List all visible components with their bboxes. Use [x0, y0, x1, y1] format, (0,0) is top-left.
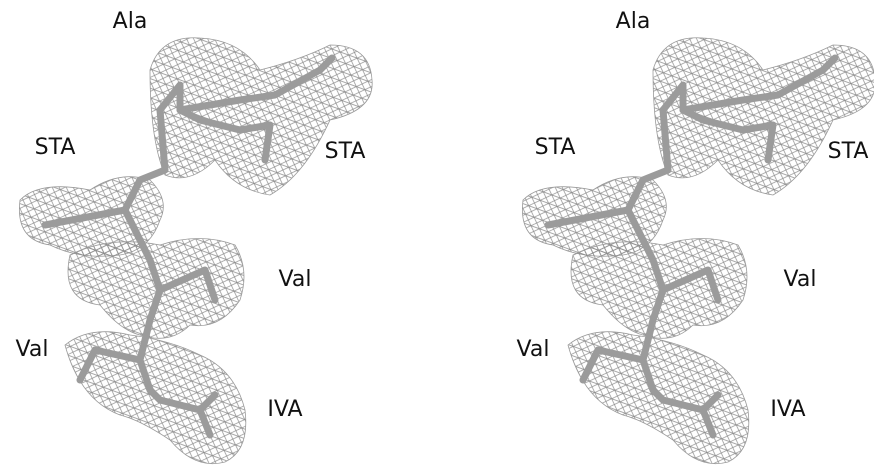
- residue-label: Val: [16, 337, 49, 362]
- stereo-figure: Ala STA STA Val Val IVA Ala STA STA Val …: [0, 0, 874, 475]
- residue-label: Val: [279, 267, 312, 292]
- density-model-right: [522, 38, 874, 464]
- residue-label: STA: [35, 135, 76, 160]
- density-model-left: [19, 38, 372, 464]
- residue-label: STA: [828, 139, 869, 164]
- residue-label: IVA: [267, 397, 302, 422]
- residue-label: Ala: [113, 9, 148, 34]
- page: Ala STA STA Val Val IVA Ala STA STA Val …: [0, 0, 874, 475]
- residue-label: IVA: [770, 397, 805, 422]
- residue-label: Val: [784, 267, 817, 292]
- residue-label: Val: [517, 337, 550, 362]
- residue-label: STA: [325, 139, 366, 164]
- residue-label: STA: [535, 135, 576, 160]
- residue-label: Ala: [616, 9, 651, 34]
